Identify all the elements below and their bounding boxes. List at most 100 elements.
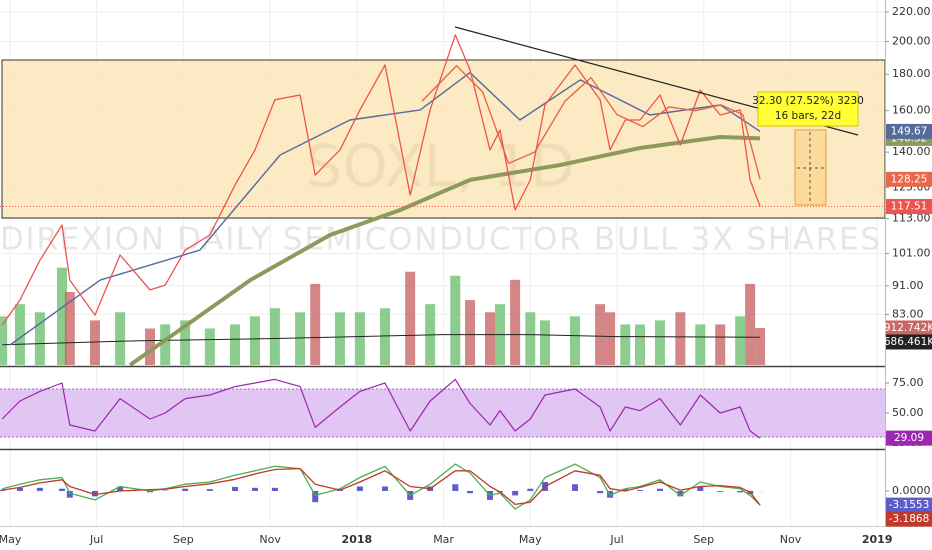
- y-tick-label: 50.00: [892, 406, 924, 419]
- volume-bar: [675, 312, 686, 365]
- volume-bar: [334, 312, 345, 365]
- y-tick-label: 180.00: [892, 67, 931, 80]
- price-layer: [0, 34, 885, 367]
- volume-bar: [715, 324, 726, 365]
- x-tick-label: May: [519, 533, 542, 546]
- macd-histogram-bar: [206, 489, 213, 491]
- volume-bar: [230, 324, 241, 365]
- macd-histogram-bar: [656, 488, 663, 491]
- macd-histogram-bar: [91, 490, 98, 497]
- macd-histogram-bar: [637, 490, 644, 491]
- macd-histogram-bar: [16, 487, 23, 491]
- macd-histogram-bar: [59, 488, 66, 491]
- macd-histogram-bar: [717, 490, 724, 492]
- price-tag: [886, 511, 932, 527]
- volume-bar: [115, 312, 126, 365]
- y-tick-label: 220.00: [892, 5, 931, 18]
- watermark-name: DIREXION DAILY SEMICONDUCTOR BULL 3X SHA…: [0, 222, 880, 258]
- rsi-line: [1, 378, 761, 439]
- volume-bar: [525, 312, 536, 365]
- x-tick-label: Jul: [89, 533, 103, 546]
- price-tag-label: 912.742K: [884, 322, 932, 334]
- volume-bar: [465, 300, 476, 365]
- macd-histogram-bar: [232, 486, 239, 491]
- macd-line: [2, 467, 761, 506]
- x-tick-label: Nov: [259, 533, 281, 546]
- macd-histogram-bar: [737, 490, 744, 493]
- volume-bar: [735, 316, 746, 365]
- volume-bar: [14, 304, 25, 365]
- volume-bar: [249, 316, 260, 365]
- watermark: SOXL, 1D: [305, 132, 574, 200]
- y-tick-label: 200.00: [892, 34, 931, 47]
- price-tag: [886, 320, 932, 336]
- price-tag: [886, 171, 932, 187]
- price-tag-label: 149.67: [891, 125, 928, 137]
- macd-histogram-bar: [512, 490, 519, 496]
- price-tag-label: 128.25: [891, 173, 928, 185]
- volume-bar: [295, 312, 306, 365]
- x-tick-label: Mar: [433, 533, 454, 546]
- macd-histogram-bar: [597, 490, 604, 494]
- x-tick-label: 2018: [342, 533, 373, 546]
- volume-bar: [64, 292, 75, 365]
- axis-layer: May Jul Sep Nov 2018 Mar May Jul Sep Nov 2019 220.0…: [0, 5, 932, 546]
- macd-histogram-bar: [452, 484, 459, 491]
- price-tag: [886, 198, 932, 214]
- volume-bar: [145, 328, 156, 365]
- price-tag: [886, 497, 932, 513]
- y-tick-label: 160.00: [892, 104, 931, 117]
- macd-histogram-bar: [467, 490, 474, 494]
- macd-histogram-bar: [271, 487, 278, 491]
- x-tick-label: Sep: [173, 533, 194, 546]
- macd-line: [2, 463, 761, 510]
- price-tag: [886, 334, 932, 350]
- y-tick-label: 113.00: [892, 212, 931, 225]
- annotation-text: 16 bars, 22d: [775, 110, 841, 122]
- macd-histogram-bar: [677, 490, 684, 497]
- volume-bar: [695, 324, 706, 365]
- volume-bar: [180, 320, 191, 365]
- volume-bar: [654, 320, 665, 365]
- volume-bar: [89, 320, 100, 365]
- macd-histogram-bar: [182, 488, 189, 491]
- macd-histogram-bar: [622, 488, 629, 491]
- y-tick-label: 83.00: [892, 307, 924, 320]
- y-tick-label: 101.00: [892, 246, 931, 259]
- annotation-box: [757, 91, 859, 127]
- volume-bar: [204, 328, 215, 365]
- macd-histogram-bar: [697, 486, 704, 491]
- volume-bar: [755, 327, 766, 365]
- macd-histogram-bar: [36, 487, 43, 491]
- price-tag: [886, 430, 932, 446]
- macd-histogram-bar: [312, 490, 319, 503]
- x-tick-label: 2019: [862, 533, 893, 546]
- macd-histogram-bar: [382, 486, 389, 491]
- macd-histogram-bar: [571, 484, 578, 491]
- volume-bar: [310, 283, 321, 365]
- price-tag-label: 117.51: [891, 200, 928, 212]
- x-tick-label: Nov: [780, 533, 802, 546]
- indicator-layer: [0, 378, 885, 510]
- volume-bar: [0, 316, 8, 365]
- x-tick-label: Jul: [609, 533, 623, 546]
- price-line: [1, 34, 761, 326]
- volume-bar: [57, 267, 68, 365]
- volume-bar: [484, 312, 495, 365]
- moving-average: [421, 65, 761, 180]
- price-tag-label: -3.1868: [889, 513, 930, 525]
- moving-average: [128, 135, 761, 367]
- macd-histogram-bar: [356, 486, 363, 491]
- volume-bar: [510, 279, 521, 365]
- macd-histogram-bar: [117, 486, 124, 491]
- volume-bar: [540, 320, 551, 365]
- volume-bar: [745, 283, 756, 365]
- price-tag-label: -3.1553: [889, 499, 930, 511]
- rsi-band: [0, 388, 885, 438]
- volume-bar: [160, 324, 171, 365]
- volume-bar: [450, 275, 461, 365]
- volume-bar: [269, 308, 280, 365]
- volume-bar: [595, 304, 606, 365]
- y-tick-label: 140.00: [892, 145, 931, 158]
